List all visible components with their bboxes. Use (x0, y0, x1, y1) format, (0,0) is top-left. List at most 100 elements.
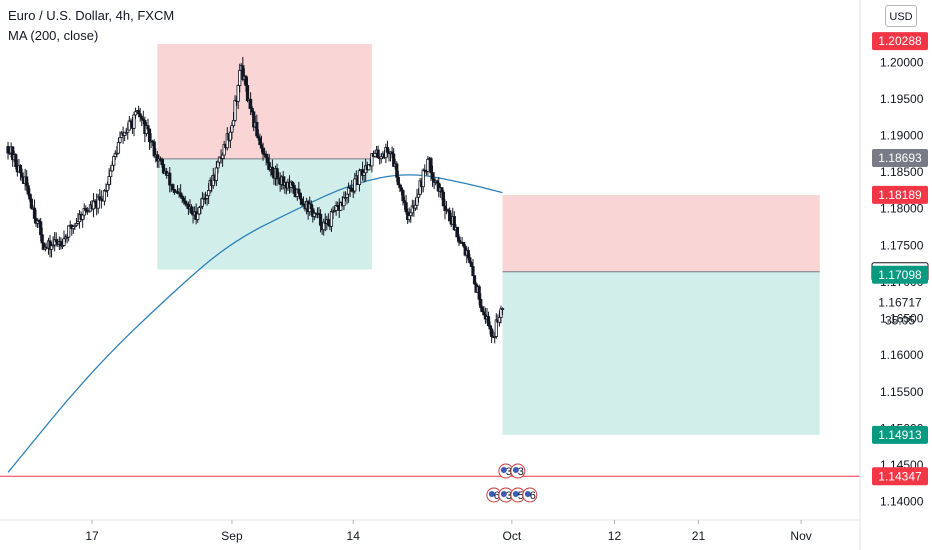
event-flag-icon (512, 467, 519, 473)
price-badge-label: 1.17098 (878, 268, 922, 282)
candle-body (469, 262, 474, 267)
candle-body (152, 141, 156, 157)
candle-body (413, 204, 418, 209)
price-badge-label: 1.18189 (878, 188, 922, 202)
candle-body (421, 169, 425, 188)
event-count-label: 3 (506, 490, 512, 502)
time-axis[interactable]: 17 Sep 14 Oct 12 21 Nov (85, 520, 812, 543)
candle-body (309, 203, 313, 210)
time-tick-label: 14 (347, 529, 361, 543)
event-count-label: 6 (494, 490, 500, 502)
candle-body (62, 238, 66, 246)
candle-body (261, 147, 265, 155)
candle-body (264, 153, 268, 158)
candle-body (290, 181, 295, 186)
candle-body (133, 111, 138, 116)
event-count-label: 3 (518, 466, 524, 478)
candle-body (468, 257, 472, 264)
price-badge-label: 1.18693 (878, 151, 922, 165)
candle-body (486, 316, 491, 327)
candle-body (409, 212, 413, 217)
candle-body (373, 152, 377, 157)
candle-body (116, 141, 121, 154)
candle-body (32, 207, 37, 219)
candle-body (480, 307, 484, 313)
symbol-title[interactable]: Euro / U.S. Dollar, 4h, FXCM (8, 8, 175, 23)
current-price-badge (872, 293, 928, 312)
candle-body (353, 178, 357, 192)
time-tick-label: Sep (221, 529, 243, 543)
price-badge-label: 1.16717 (878, 296, 922, 310)
event-count-label: 6 (530, 490, 536, 502)
price-badge (872, 32, 928, 51)
event-flag-icon (524, 491, 531, 497)
price-tick-label: 1.14000 (880, 495, 924, 509)
chart-legend: Euro / U.S. Dollar, 4h, FXCM MA (200, cl… (8, 6, 174, 46)
moving-average-layer (7, 174, 503, 473)
candle-body (298, 192, 302, 200)
price-tick-label: 1.16000 (880, 348, 924, 362)
price-tick-label: 1.20000 (880, 55, 924, 69)
candle-body (39, 221, 43, 236)
candle-body (196, 213, 200, 220)
candle-body (448, 210, 452, 222)
candle-body (357, 170, 362, 186)
price-badge (872, 425, 928, 444)
price-tick-label: 1.19500 (880, 92, 924, 106)
candle-body (399, 187, 404, 192)
candle-body (244, 75, 248, 86)
event-count-label: 3 (506, 466, 512, 478)
candle-body (236, 85, 240, 102)
candle-body (376, 149, 380, 159)
candle-body (49, 245, 54, 250)
candle-body (500, 308, 505, 310)
candle-body (67, 225, 71, 238)
candle-body (441, 191, 446, 207)
candle-body (245, 85, 250, 102)
candle-body (221, 154, 225, 159)
event-flag-icon (500, 467, 507, 473)
candle-body (20, 172, 24, 178)
candle-body (233, 99, 237, 121)
currency-button[interactable]: USD (885, 5, 917, 27)
candle-body (266, 157, 270, 163)
candle-body (472, 275, 477, 285)
candle-body (326, 219, 330, 226)
candle-body (401, 190, 405, 202)
candle-body (81, 214, 85, 220)
candle-body (107, 176, 111, 185)
ma-200-line (7, 174, 503, 473)
candle-body (416, 193, 421, 198)
price-badge (872, 467, 928, 486)
time-tick-label: 12 (608, 529, 622, 543)
candle-body (14, 154, 18, 167)
candle-body (479, 298, 483, 308)
candle-body (471, 266, 475, 277)
candle-body (270, 166, 274, 176)
candle-body (18, 165, 23, 174)
candle-body (415, 196, 419, 206)
candle-body (300, 198, 304, 205)
price-badge-label: 1.20288 (878, 34, 922, 48)
candle-body (147, 128, 152, 143)
candle-body (207, 190, 211, 197)
event-count-label: 5 (518, 490, 524, 502)
candle-body (440, 187, 444, 193)
indicator-title[interactable]: MA (200, close) (8, 28, 99, 43)
price-badge (872, 148, 928, 167)
candle-body (455, 226, 460, 238)
price-tick-label: 1.19000 (880, 128, 924, 142)
candle-body (362, 172, 366, 176)
candle-body (214, 167, 218, 181)
time-tick-label: 21 (692, 529, 706, 543)
price-badge-label: 1.14913 (878, 428, 922, 442)
candle-body (112, 156, 116, 166)
price-tick-label: 1.15500 (880, 385, 924, 399)
candle-body (259, 144, 264, 149)
candle-body (28, 193, 32, 200)
candle-body (171, 184, 175, 190)
price-badge (872, 185, 928, 204)
candle-body (497, 317, 502, 323)
